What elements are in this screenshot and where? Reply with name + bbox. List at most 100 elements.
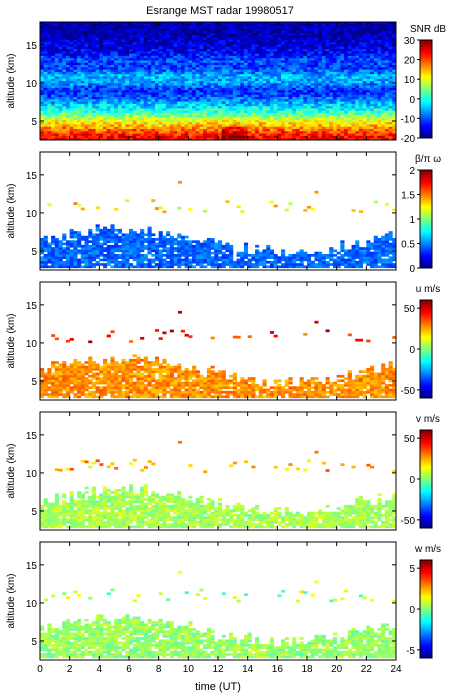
heatmap-cell (258, 66, 263, 70)
heatmap-cell (329, 124, 334, 127)
heatmap-cell (355, 117, 360, 120)
heatmap-cell (121, 25, 126, 29)
heatmap-cell (114, 128, 119, 132)
heatmap-cell (377, 62, 382, 66)
heatmap-cell (73, 137, 78, 140)
heatmap-cell (169, 117, 174, 120)
heatmap-cell (381, 92, 386, 95)
heatmap-cell (358, 69, 364, 72)
heatmap-cell (121, 82, 126, 86)
heatmap-cell (147, 60, 152, 63)
heatmap-cell (388, 121, 393, 125)
heatmap-cell (281, 62, 286, 66)
heatmap-cell (329, 121, 334, 125)
heatmap-cell (273, 37, 278, 40)
heatmap-cell (243, 55, 249, 59)
heatmap-cell (243, 25, 249, 29)
heatmap-cell (136, 82, 141, 86)
heatmap-cell (281, 110, 286, 113)
heatmap-cell (192, 126, 197, 129)
heatmap-cell (251, 44, 256, 47)
heatmap-cell (370, 46, 375, 50)
heatmap-cell (99, 130, 104, 134)
heatmap-cell (206, 103, 211, 107)
heatmap-cell (203, 30, 208, 34)
heatmap-cell (218, 112, 223, 116)
heatmap-cell (377, 53, 382, 56)
heatmap-cell (225, 73, 230, 77)
heatmap-cell (199, 71, 204, 75)
heatmap-cell (303, 78, 308, 82)
heatmap-cell (269, 57, 275, 61)
heatmap-cell (88, 73, 93, 77)
heatmap-cell (318, 57, 323, 61)
heatmap-cell (77, 76, 82, 79)
heatmap-cell (80, 98, 85, 102)
heatmap-cell (321, 135, 326, 139)
heatmap-cell (358, 71, 364, 75)
heatmap-cell (58, 60, 63, 63)
heatmap-cell (284, 30, 289, 34)
heatmap-cell (295, 44, 300, 47)
heatmap-cell (51, 87, 56, 91)
heatmap-cell (84, 48, 89, 52)
heatmap-cell (366, 92, 371, 95)
heatmap-cell (273, 87, 278, 91)
heatmap-cell (292, 23, 297, 27)
heatmap-cell (173, 78, 178, 82)
heatmap-cell (47, 41, 52, 45)
heatmap-cell (58, 114, 63, 118)
heatmap-cell (210, 60, 215, 63)
heatmap-cell (232, 80, 237, 84)
heatmap-cell (218, 69, 223, 72)
heatmap-cell (218, 73, 223, 77)
heatmap-cell (370, 53, 375, 56)
heatmap-cell (121, 112, 126, 116)
heatmap-cell (347, 126, 352, 129)
heatmap-cell (347, 135, 352, 139)
heatmap-cell (321, 53, 326, 56)
heatmap-cell (188, 71, 193, 75)
heatmap-cell (355, 135, 360, 139)
heatmap-cell (366, 89, 371, 93)
heatmap-cell (99, 85, 104, 88)
heatmap-cell (203, 80, 208, 84)
heatmap-cell (110, 71, 115, 75)
heatmap-cell (166, 73, 171, 77)
heatmap-cell (77, 39, 82, 43)
heatmap-cell (173, 105, 178, 109)
heatmap-cell (388, 108, 393, 111)
heatmap-cell (384, 64, 389, 68)
heatmap-cell (158, 80, 163, 84)
heatmap-cell (355, 73, 360, 77)
heatmap-cell (77, 34, 82, 38)
heatmap-cell (169, 121, 174, 125)
heatmap-cell (162, 103, 167, 107)
heatmap-cell (225, 78, 230, 82)
heatmap-cell (321, 23, 326, 27)
heatmap-cell (325, 69, 330, 72)
heatmap-cell (347, 48, 352, 52)
heatmap-cell (251, 71, 256, 75)
heatmap-cell (388, 126, 393, 129)
heatmap-cell (88, 34, 93, 38)
heatmap-cell (344, 71, 349, 75)
heatmap-cell (273, 96, 278, 100)
heatmap-cell (73, 41, 78, 45)
heatmap-cell (351, 130, 356, 134)
heatmap-cell (110, 119, 115, 123)
heatmap-cell (255, 69, 260, 72)
heatmap-cell (195, 46, 200, 50)
heatmap-cell (299, 30, 304, 34)
heatmap-cell (114, 112, 119, 116)
heatmap-cell (340, 76, 345, 79)
heatmap-cell (325, 28, 330, 31)
heatmap-cell (355, 53, 360, 56)
heatmap-cell (295, 55, 300, 59)
heatmap-cell (218, 53, 223, 56)
heatmap-cell (80, 62, 85, 66)
heatmap-cell (166, 135, 171, 139)
heatmap-cell (284, 60, 289, 63)
heatmap-cell (166, 94, 171, 98)
heatmap-cell (370, 60, 375, 63)
